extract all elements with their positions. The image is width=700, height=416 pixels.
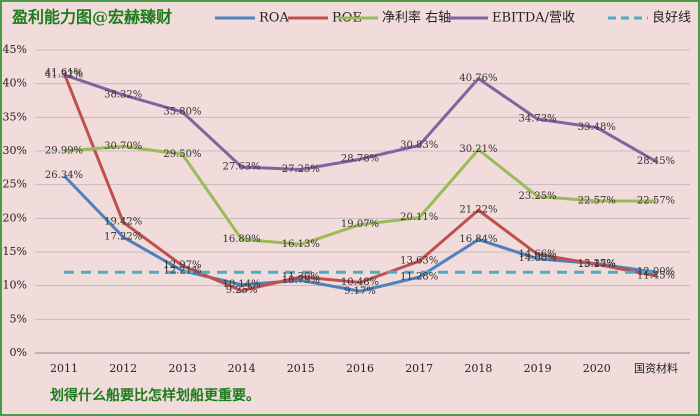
data-label: 19.42% bbox=[104, 217, 142, 228]
data-label: 28.45% bbox=[637, 156, 675, 167]
data-label: 41.32% bbox=[45, 69, 83, 80]
data-label: 22.57% bbox=[578, 196, 616, 207]
y-tick-label: 10% bbox=[3, 279, 27, 292]
y-tick-label: 5% bbox=[10, 312, 27, 325]
data-label: 30.83% bbox=[400, 140, 438, 151]
x-tick-label: 2015 bbox=[287, 362, 315, 375]
x-tick-label: 2012 bbox=[109, 362, 137, 375]
data-label: 10.48% bbox=[341, 277, 379, 288]
y-tick-label: 35% bbox=[3, 110, 27, 123]
data-label: 14.66% bbox=[519, 249, 557, 260]
data-label: 9.17% bbox=[344, 286, 376, 297]
data-label: 16.13% bbox=[282, 239, 320, 250]
data-label: 40.76% bbox=[459, 73, 497, 84]
footer-note: 划得什么船要比怎样划船更重要。 bbox=[50, 387, 260, 404]
data-label: 29.50% bbox=[163, 149, 201, 160]
data-label: 30.21% bbox=[459, 144, 497, 155]
legend-label: 净利率 右轴 bbox=[382, 10, 451, 26]
data-label: 23.25% bbox=[519, 191, 557, 202]
y-tick-label: 0% bbox=[10, 346, 27, 359]
y-tick-label: 40% bbox=[3, 77, 27, 90]
y-tick-label: 30% bbox=[3, 144, 27, 157]
y-tick-label: 15% bbox=[3, 245, 27, 258]
x-tick-label: 2020 bbox=[583, 362, 611, 375]
x-tick-label: 2017 bbox=[405, 362, 433, 375]
data-label: 11.30% bbox=[282, 271, 320, 282]
data-label: 14.00% bbox=[519, 253, 557, 264]
data-label: 11.28% bbox=[400, 272, 438, 283]
data-label: 11.45% bbox=[637, 270, 675, 281]
x-tick-label: 2011 bbox=[50, 362, 78, 375]
data-label: 12.97% bbox=[163, 260, 201, 271]
data-label: 19.07% bbox=[341, 219, 379, 230]
legend-label: 良好线 bbox=[652, 10, 691, 26]
x-tick-label: 2018 bbox=[464, 362, 492, 375]
data-label: 12.00% bbox=[637, 267, 675, 278]
series-line bbox=[62, 174, 657, 293]
data-label: 41.61% bbox=[45, 67, 83, 78]
data-label: 20.11% bbox=[400, 212, 438, 223]
x-tick-label: 2019 bbox=[524, 362, 552, 375]
data-label: 21.22% bbox=[459, 205, 497, 216]
x-tick-label: 2014 bbox=[228, 362, 256, 375]
data-label: 13.25% bbox=[578, 258, 616, 269]
data-label: 12.21% bbox=[163, 265, 201, 276]
legend-label: ROA bbox=[259, 11, 289, 26]
data-label: 17.22% bbox=[104, 232, 142, 243]
data-label: 27.25% bbox=[282, 164, 320, 175]
series-line bbox=[62, 72, 657, 293]
chart-title: 盈利能力图@宏赫臻财 bbox=[11, 8, 172, 27]
data-label: 16.89% bbox=[223, 234, 261, 245]
x-tick-label: 2013 bbox=[168, 362, 196, 375]
data-label: 13.17% bbox=[578, 259, 616, 270]
data-label: 22.57% bbox=[637, 196, 675, 207]
data-label: 13.63% bbox=[400, 256, 438, 267]
data-label: 33.48% bbox=[578, 122, 616, 133]
data-label: 16.84% bbox=[459, 234, 497, 245]
data-label: 26.34% bbox=[45, 170, 83, 181]
data-label: 30.70% bbox=[104, 141, 142, 152]
x-tick-label: 2016 bbox=[346, 362, 374, 375]
data-label: 34.73% bbox=[519, 114, 557, 125]
data-label: 29.99% bbox=[45, 146, 83, 157]
series-line bbox=[63, 73, 657, 172]
series-line bbox=[63, 144, 656, 246]
y-tick-label: 20% bbox=[3, 211, 27, 224]
data-label: 9.25% bbox=[226, 285, 258, 296]
y-tick-label: 25% bbox=[3, 178, 27, 191]
data-label: 38.32% bbox=[104, 89, 142, 100]
data-label: 10.14% bbox=[223, 279, 261, 290]
data-label: 28.78% bbox=[341, 154, 379, 165]
data-label: 10.79% bbox=[282, 275, 320, 286]
x-tick-label: 国资材料 bbox=[634, 361, 678, 375]
y-tick-label: 45% bbox=[3, 43, 27, 56]
data-label: 27.63% bbox=[223, 161, 261, 172]
data-label: 35.80% bbox=[163, 106, 201, 117]
legend-label: EBITDA/营收 bbox=[492, 11, 575, 26]
